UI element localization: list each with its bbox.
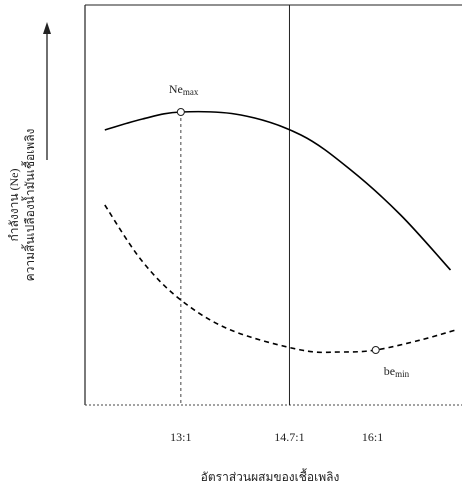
annotation-sub: max — [183, 87, 199, 97]
y-arrow-head — [43, 22, 51, 34]
x-tick-label: 13:1 — [170, 430, 191, 444]
point-marker — [372, 347, 379, 354]
annotation: bemin — [384, 364, 410, 379]
y-axis-label: กำลังงาน (Ne) — [7, 168, 21, 241]
annotation-text: be — [384, 364, 395, 378]
series-line — [105, 205, 456, 352]
annotation-text: Ne — [169, 82, 183, 96]
x-tick-label: 16:1 — [362, 430, 383, 444]
point-marker — [177, 109, 184, 116]
x-tick-label: 14.7:1 — [274, 430, 304, 444]
chart: อัตราส่วนผสมของเชื้อเพลิง กำลังงาน (Ne) … — [0, 0, 470, 493]
x-axis-label: อัตราส่วนผสมของเชื้อเพลิง — [201, 468, 340, 484]
annotation: Nemax — [169, 82, 199, 97]
series-line — [105, 112, 451, 270]
annotation-sub: min — [395, 369, 410, 379]
y-axis-label: ความสิ้นเปลืองน้ำมันเชื้อเพลิง — [21, 129, 37, 282]
